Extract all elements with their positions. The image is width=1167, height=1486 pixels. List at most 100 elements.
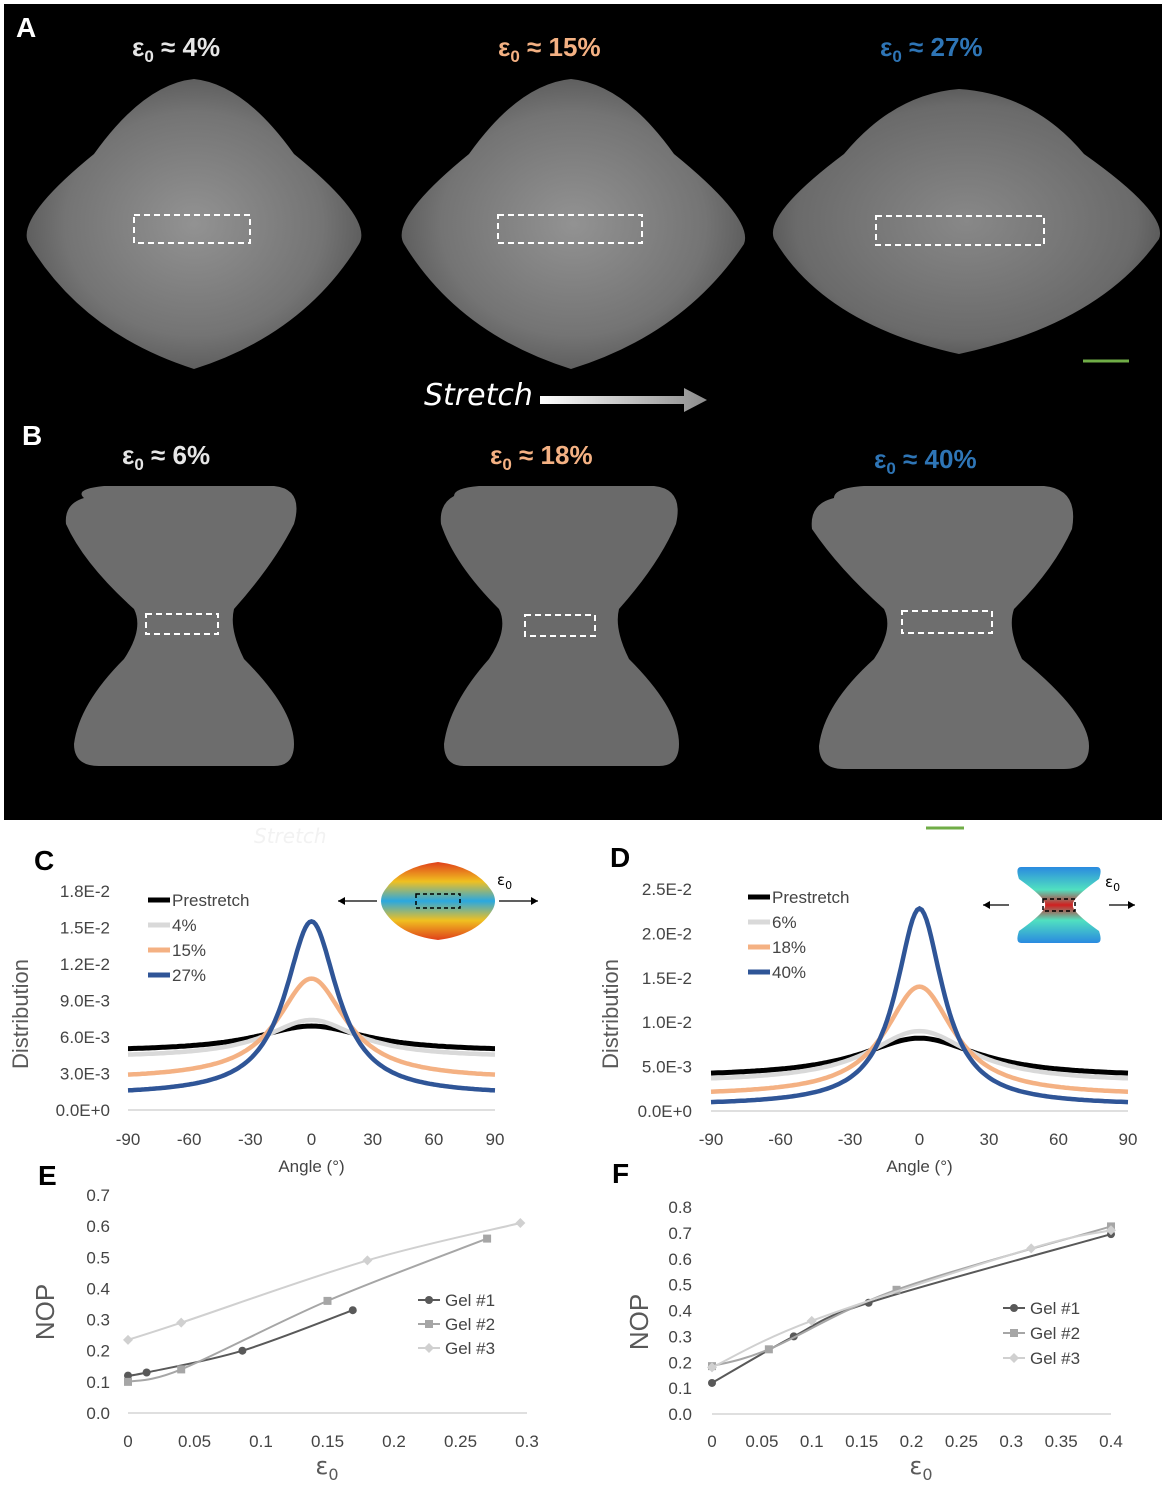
data-point xyxy=(123,1334,133,1345)
x-axis-label: ε0 xyxy=(909,1452,932,1484)
x-tick-label: 0 xyxy=(123,1432,132,1451)
data-point xyxy=(483,1234,492,1243)
data-point xyxy=(142,1368,151,1377)
strain-label-b1: ε0 ≈ 6% xyxy=(122,440,210,475)
series-line-1 xyxy=(711,1028,1128,1081)
strain-sub: 0 xyxy=(886,459,896,479)
data-point xyxy=(238,1346,247,1355)
strain-sub: 0 xyxy=(144,47,154,67)
y-tick-label: 2.0E-2 xyxy=(642,924,692,943)
gel-a3 xyxy=(772,89,1161,354)
legend-label: 27% xyxy=(172,966,206,985)
legend-label: Gel #1 xyxy=(445,1291,495,1310)
gel-a1 xyxy=(26,79,362,369)
data-point xyxy=(348,1306,357,1315)
legend-label: Gel #2 xyxy=(445,1315,495,1334)
series-line-2 xyxy=(711,1229,1112,1369)
series-line-2 xyxy=(710,984,1129,1094)
x-tick-label: 0.15 xyxy=(311,1432,344,1451)
y-axis-label: NOP xyxy=(624,1294,654,1350)
strain-symbol: ε xyxy=(874,444,887,474)
y-tick-label: 0.7 xyxy=(668,1224,692,1243)
y-tick-label: 0.6 xyxy=(668,1250,692,1269)
x-tick-label: 0.05 xyxy=(178,1432,211,1451)
y-tick-label: 0.7 xyxy=(86,1186,110,1205)
strain-symbol: ε xyxy=(490,440,503,470)
legend-marker xyxy=(1010,1304,1018,1312)
x-tick-label: -90 xyxy=(116,1130,141,1149)
panel-label-f: F xyxy=(612,1158,630,1189)
series-line-3 xyxy=(127,919,496,1093)
panel-label-d: D xyxy=(610,842,631,873)
strain-symbol: ε xyxy=(122,440,135,470)
panel-label-c: C xyxy=(34,845,55,876)
y-tick-label: 0.5 xyxy=(668,1276,692,1295)
y-tick-label: 0.0E+0 xyxy=(638,1102,692,1121)
series-line-0 xyxy=(711,1233,1112,1384)
strain-value: ≈ 40% xyxy=(895,444,977,474)
strain-symbol: ε xyxy=(132,32,145,62)
series-line-2 xyxy=(127,1222,521,1341)
x-tick-label: 0.3 xyxy=(515,1432,539,1451)
legend-label: Prestretch xyxy=(772,888,849,907)
series-line-2 xyxy=(127,976,496,1077)
x-tick-label: 0.25 xyxy=(444,1432,477,1451)
x-tick-label: 90 xyxy=(1119,1130,1138,1149)
x-tick-label: 0.1 xyxy=(249,1432,273,1451)
y-tick-label: 6.0E-3 xyxy=(60,1028,110,1047)
strain-symbol: ε xyxy=(498,32,511,62)
x-tick-label: 0.25 xyxy=(945,1432,978,1451)
data-point xyxy=(1106,1225,1116,1236)
legend-label: Gel #1 xyxy=(1030,1299,1080,1318)
strain-value: ≈ 18% xyxy=(511,440,593,470)
legend-marker xyxy=(424,1343,434,1353)
y-tick-label: 0.1 xyxy=(86,1373,110,1392)
legend-marker xyxy=(1010,1329,1018,1337)
data-point xyxy=(515,1218,526,1229)
legend-label: Gel #3 xyxy=(445,1339,495,1358)
legend-label: 6% xyxy=(772,913,797,932)
x-tick-label: 0 xyxy=(915,1130,924,1149)
legend-label: 15% xyxy=(172,941,206,960)
data-point xyxy=(764,1345,773,1354)
legend-marker xyxy=(425,1296,433,1304)
stretch-arrow xyxy=(540,388,707,412)
data-point xyxy=(323,1296,332,1305)
y-tick-label: 0.0 xyxy=(86,1404,110,1423)
y-tick-label: 0.1 xyxy=(668,1379,692,1398)
inset-roi-box xyxy=(1042,898,1076,912)
x-axis-label: Angle (°) xyxy=(278,1157,344,1176)
inset-arrowhead-right xyxy=(1128,901,1135,909)
y-tick-label: 0.3 xyxy=(86,1311,110,1330)
panel-label-b: B xyxy=(22,420,43,451)
strain-value: ≈ 4% xyxy=(153,32,221,62)
panel-b-image: B ε0 ≈ 6% ε0 ≈ 18% ε0 ≈ 40% xyxy=(4,414,1162,820)
y-tick-label: 0.4 xyxy=(668,1302,692,1321)
strain-sub: 0 xyxy=(502,455,512,475)
legend-label: Gel #3 xyxy=(1030,1349,1080,1368)
y-tick-label: 0.3 xyxy=(668,1327,692,1346)
inset-strain-label: ε0 xyxy=(497,871,512,892)
data-point xyxy=(362,1255,373,1266)
roi-box-a3 xyxy=(875,215,1045,246)
panel-a-gels xyxy=(26,79,1161,412)
y-tick-label: 0.8 xyxy=(668,1198,692,1217)
strain-value: ≈ 6% xyxy=(143,440,211,470)
gel-b1 xyxy=(65,486,297,766)
series-line-1 xyxy=(711,1225,1112,1368)
y-axis-label: Distribution xyxy=(8,959,33,1069)
y-tick-label: 3.0E-3 xyxy=(60,1065,110,1084)
y-axis-label: Distribution xyxy=(598,959,623,1069)
x-tick-label: 0.05 xyxy=(745,1432,778,1451)
inset-arrowhead-left xyxy=(983,901,990,909)
x-tick-label: 0.1 xyxy=(800,1432,824,1451)
x-axis-label: ε0 xyxy=(315,1452,338,1484)
panel-a-image: A ε0 ≈ 4% ε0 ≈ 15% ε0 ≈ 27% Stretch xyxy=(4,4,1162,414)
panel-label-a: A xyxy=(16,12,37,43)
legend-marker xyxy=(425,1320,433,1328)
y-tick-label: 1.5E-2 xyxy=(60,919,110,938)
strain-sub: 0 xyxy=(510,47,520,67)
